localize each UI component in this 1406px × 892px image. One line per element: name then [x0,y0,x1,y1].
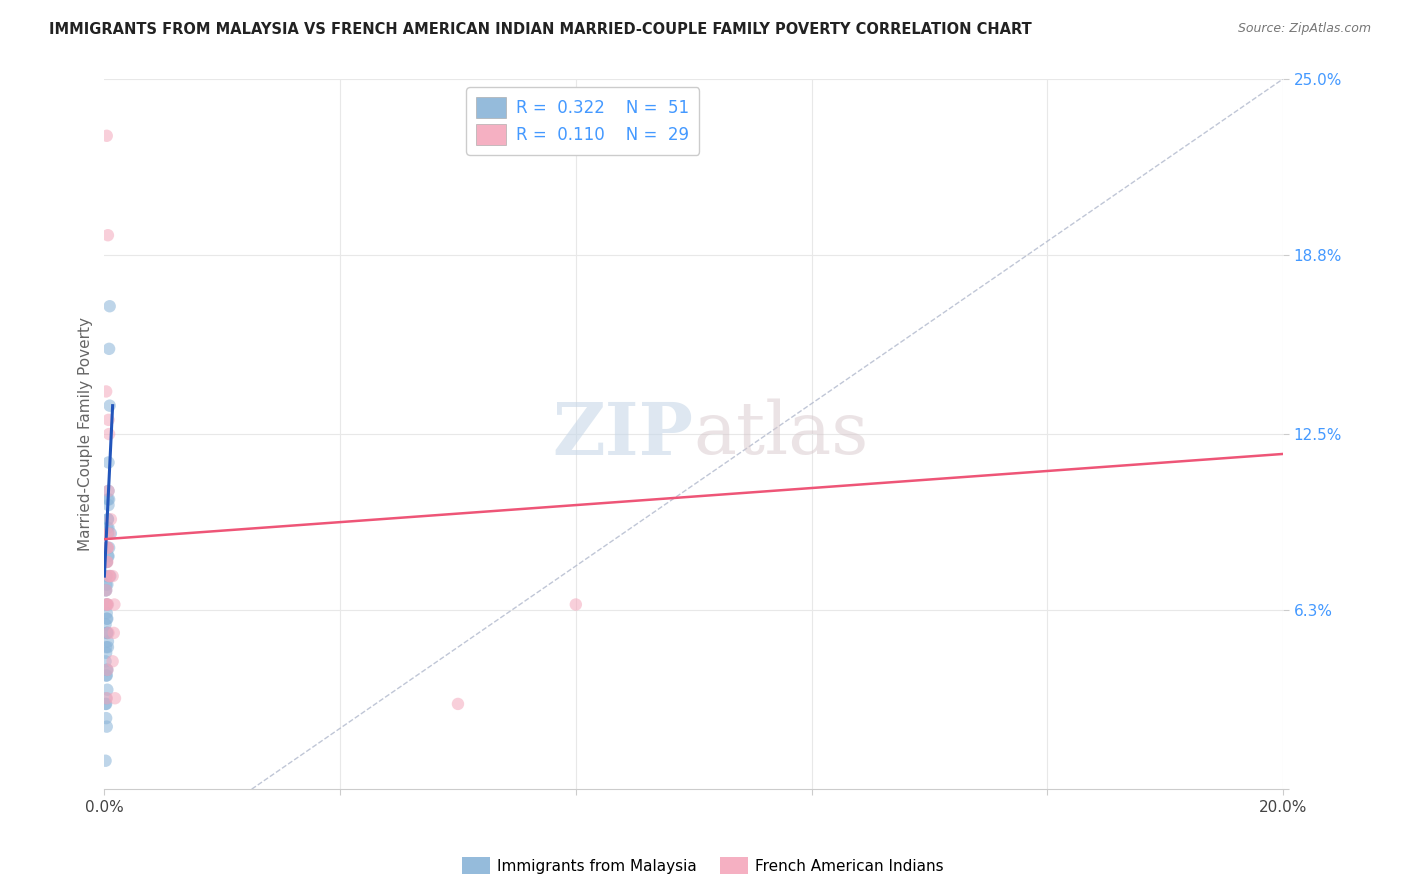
Point [97,640,120,654]
Text: Source: ZipAtlas.com: Source: ZipAtlas.com [1237,22,1371,36]
Point [94,384,117,399]
Point [94,583,117,598]
Point [97,483,120,498]
Point [94,668,117,682]
Y-axis label: Married-Couple Family Poverty: Married-Couple Family Poverty [79,317,93,551]
Point [96,577,118,591]
Point [96,606,118,620]
Point [97,498,120,512]
Point [96,668,118,682]
Point [96,555,118,569]
Point [94,583,117,598]
Point [96,626,118,640]
Point [97,512,120,526]
Point [98,427,121,442]
Text: ZIP: ZIP [553,399,693,469]
Point [96,612,118,626]
Point [94,598,117,612]
Point [96,598,118,612]
Point [96,626,118,640]
Point [98,492,121,507]
Point [97,455,120,469]
Point [447,697,470,711]
Point [96,569,118,583]
Point [94,640,117,654]
Point [94,646,117,660]
Point [96,682,118,697]
Point [98,569,121,583]
Point [98,569,121,583]
Point [96,598,118,612]
Text: IMMIGRANTS FROM MALAYSIA VS FRENCH AMERICAN INDIAN MARRIED-COUPLE FAMILY POVERTY: IMMIGRANTS FROM MALAYSIA VS FRENCH AMERI… [49,22,1032,37]
Point [97,526,120,541]
Point [94,583,117,598]
Legend: Immigrants from Malaysia, French American Indians: Immigrants from Malaysia, French America… [456,851,950,880]
Point [97,634,120,648]
Point [94,697,117,711]
Point [94,691,117,706]
Point [98,526,121,541]
Point [103,626,125,640]
Point [98,342,121,356]
Point [96,128,118,143]
Point [97,492,120,507]
Point [94,711,117,725]
Point [94,697,117,711]
Point [104,691,127,706]
Point [97,549,120,564]
Point [97,512,120,526]
Point [96,663,118,677]
Point [96,612,118,626]
Point [94,754,117,768]
Point [100,512,122,526]
Point [97,413,120,427]
Point [103,598,125,612]
Point [96,555,118,569]
Point [96,663,118,677]
Point [97,541,120,555]
Point [96,541,118,555]
Point [96,541,118,555]
Point [98,399,121,413]
Point [96,598,118,612]
Point [94,654,117,668]
Point [101,569,124,583]
Point [97,228,120,243]
Point [98,541,121,555]
Text: atlas: atlas [693,399,869,469]
Point [96,555,118,569]
Point [96,626,118,640]
Point [97,626,120,640]
Legend: R =  0.322    N =  51, R =  0.110    N =  29: R = 0.322 N = 51, R = 0.110 N = 29 [467,87,699,154]
Point [98,299,121,313]
Point [97,483,120,498]
Point [96,521,118,535]
Point [565,598,588,612]
Point [100,526,122,541]
Point [97,598,120,612]
Point [94,617,117,632]
Point [94,577,117,591]
Point [97,521,120,535]
Point [101,654,124,668]
Point [96,663,118,677]
Point [97,549,120,564]
Point [98,569,121,583]
Point [96,691,118,706]
Point [96,555,118,569]
Point [96,720,118,734]
Point [96,526,118,541]
